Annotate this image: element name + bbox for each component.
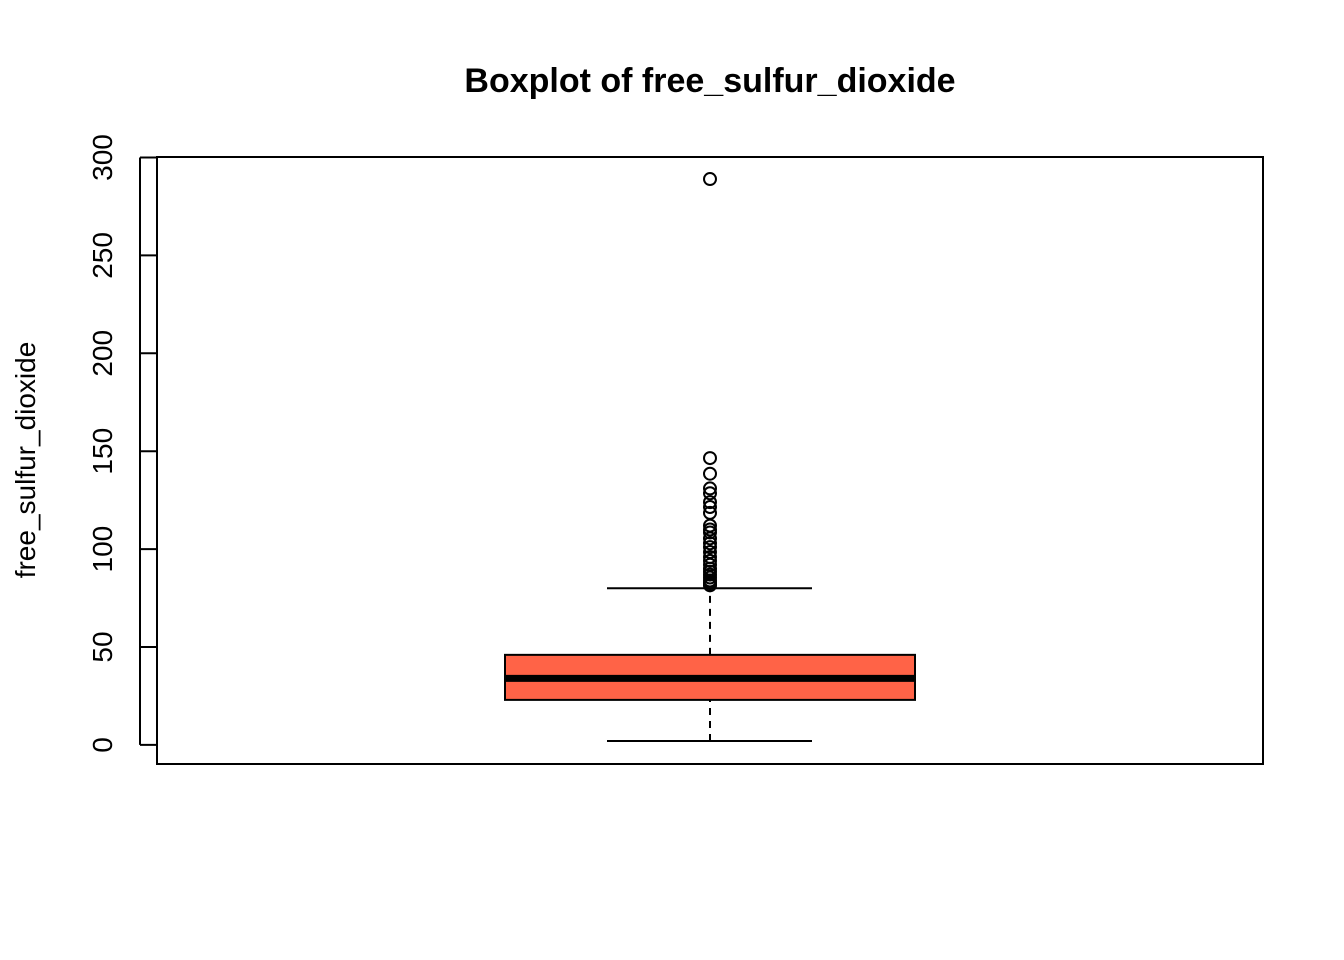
outlier-point <box>703 553 717 568</box>
y-tick-label: 50 <box>87 631 118 662</box>
y-tick-label: 150 <box>87 428 118 475</box>
outlier-point <box>703 578 717 593</box>
y-tick-label: 300 <box>87 134 118 181</box>
outlier-point <box>703 172 717 187</box>
outlier-point <box>703 451 717 466</box>
boxplot <box>504 172 916 743</box>
y-axis: 0 50 100 150 200 250 300 <box>87 134 157 753</box>
outlier-point <box>703 495 717 510</box>
y-axis-label: free_sulfur_dioxide <box>10 342 41 579</box>
outlier-point <box>703 500 717 515</box>
y-tick-label: 100 <box>87 526 118 573</box>
outlier-point <box>703 486 717 501</box>
outlier-point <box>703 525 717 540</box>
outlier-point <box>703 536 717 551</box>
outlier-point <box>703 466 717 481</box>
plot-frame <box>156 156 1264 765</box>
y-tick-label: 250 <box>87 232 118 279</box>
y-tick-label: 200 <box>87 330 118 377</box>
outlier-point <box>703 481 717 496</box>
y-tick-label: 0 <box>87 737 118 753</box>
outlier-point <box>703 531 717 546</box>
outlier-point <box>703 540 717 555</box>
chart-title: Boxplot of free_sulfur_dioxide <box>464 62 955 100</box>
